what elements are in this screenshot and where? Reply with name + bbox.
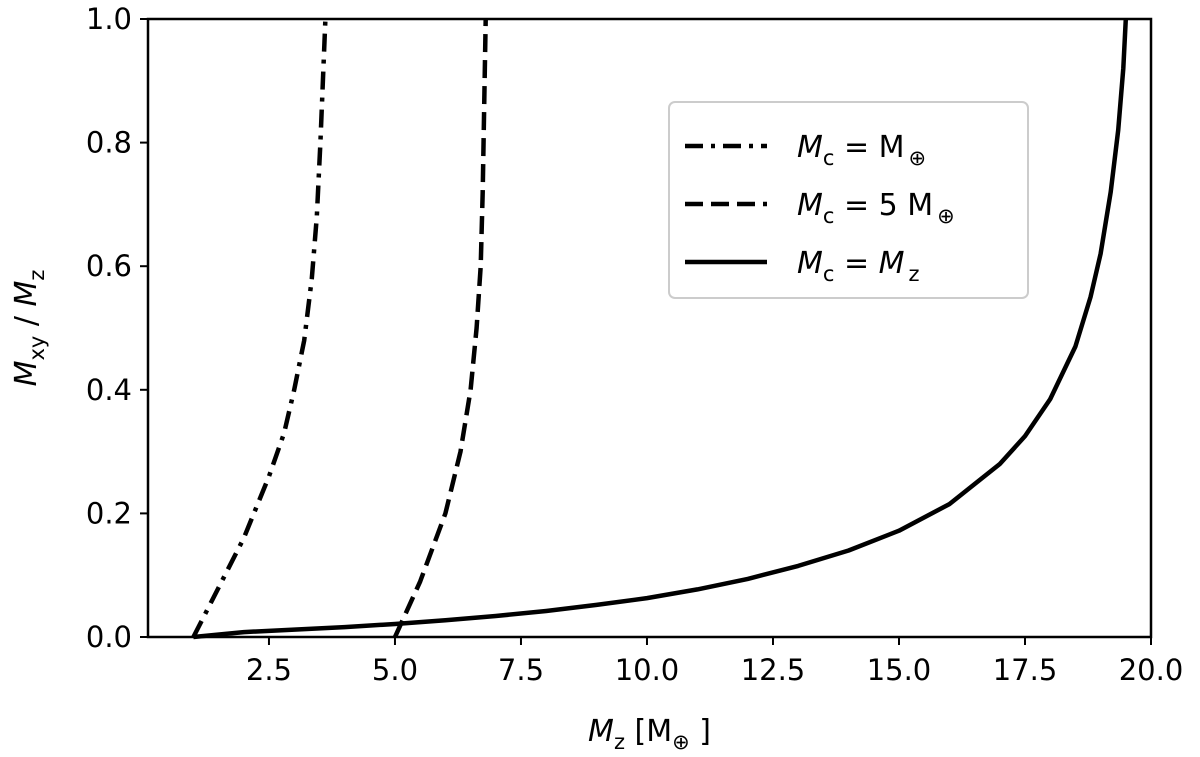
x-tick-label: 5.0: [372, 653, 418, 687]
x-tick-label: 7.5: [498, 653, 544, 687]
y-tick-label: 0.2: [86, 496, 132, 530]
y-tick-label: 1.0: [86, 2, 132, 36]
legend-box: [668, 101, 1029, 299]
y-tick-label: 0.6: [86, 249, 132, 283]
x-tick-label: 12.5: [741, 653, 806, 687]
x-tick-label: 20.0: [1119, 653, 1184, 687]
y-tick-label: 0.0: [86, 620, 132, 654]
x-tick-label: 15.0: [867, 653, 932, 687]
x-tick-label: 2.5: [246, 653, 292, 687]
series-layer: [191, 18, 1129, 640]
x-tick-label: 10.0: [615, 653, 680, 687]
x-tick-label: 17.5: [993, 653, 1058, 687]
x-axis-label: Mz [M⊕ ]: [588, 714, 711, 754]
series-line-dash-dot: [191, 18, 328, 639]
y-axis: 0.0 0.2 0.4 0.6 0.8 1.0: [86, 2, 148, 654]
y-axis-label: Mxy / Mz: [9, 270, 49, 387]
series-line-dashed: [392, 18, 488, 638]
legend-entry-label: Mc = M ⊕: [797, 130, 926, 170]
y-tick-label: 0.8: [86, 126, 132, 160]
x-axis: 2.5 5.0 7.5 10.0 12.5 15.0 17.5 20.0: [246, 637, 1183, 687]
legend-entry-label: Mc = 5 M ⊕: [797, 188, 955, 228]
y-tick-label: 0.4: [86, 373, 132, 407]
plot-frame: [146, 17, 1153, 639]
series-line-solid: [193, 18, 1129, 640]
